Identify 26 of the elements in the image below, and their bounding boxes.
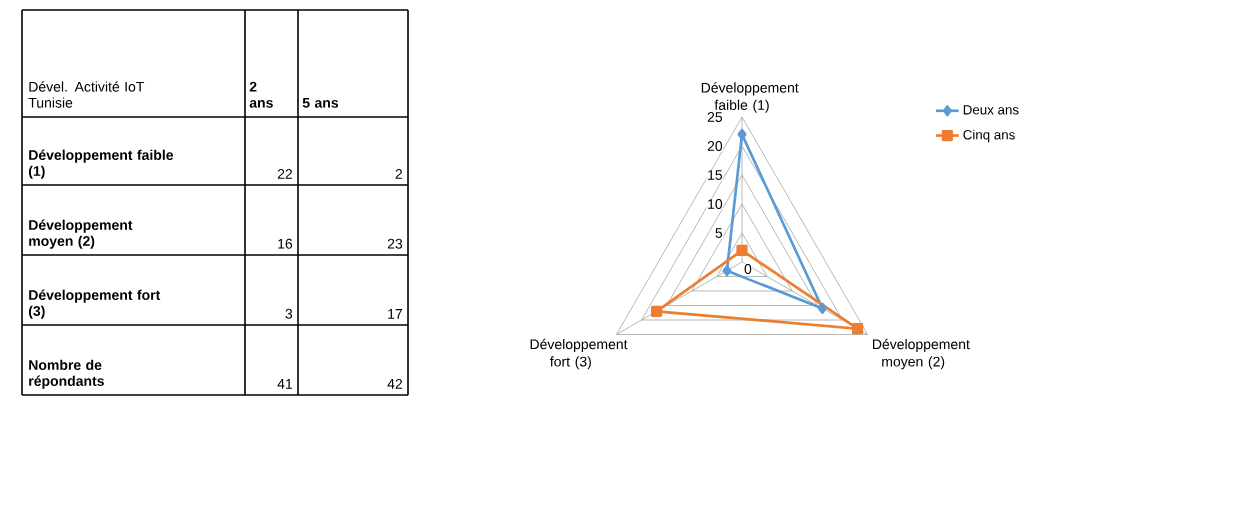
y-tick-label: 5 bbox=[715, 228, 723, 238]
text: Dével. Activité IoT Tunisie bbox=[28, 81, 145, 108]
text: Développement faible (1) bbox=[28, 149, 174, 179]
y-tick-label: 0 bbox=[744, 264, 752, 274]
text: 22 bbox=[277, 168, 293, 179]
y-tick-label: 10 bbox=[708, 199, 723, 209]
spoke-label: Développement fort (3) bbox=[530, 338, 628, 370]
text: 3 bbox=[285, 308, 293, 319]
text: 17 bbox=[388, 309, 403, 319]
y-tick-label: 20 bbox=[707, 141, 723, 151]
legend-label: Deux ans bbox=[963, 105, 1019, 115]
y-tick-label: 25 bbox=[707, 112, 723, 122]
legend-label: Cinq ans bbox=[963, 129, 1015, 143]
text: 2 ans bbox=[249, 81, 273, 108]
text: Nombre de répondants bbox=[29, 359, 104, 389]
text: 23 bbox=[387, 238, 403, 249]
y-tick-label: 15 bbox=[708, 170, 723, 180]
text: 5 ans bbox=[302, 97, 339, 108]
text: 42 bbox=[387, 378, 403, 389]
spoke-label: Développement faible (1) bbox=[701, 82, 799, 113]
text: Développement moyen (2) bbox=[29, 219, 133, 249]
text: 16 bbox=[278, 238, 293, 249]
text: 41 bbox=[277, 379, 293, 389]
text: Développement fort (3) bbox=[28, 289, 161, 319]
spoke-label: Développement moyen (2) bbox=[873, 338, 970, 370]
text: 2 bbox=[395, 168, 403, 179]
